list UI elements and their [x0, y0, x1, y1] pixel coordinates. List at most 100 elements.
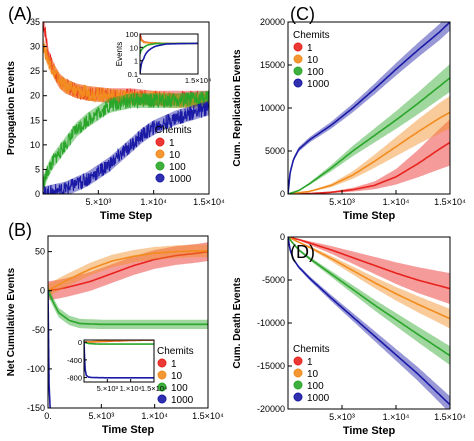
band-series-100	[43, 90, 209, 192]
legend-label-10: 10	[307, 369, 319, 380]
x-tick-label: 1.×10⁴	[383, 197, 410, 207]
legend-label-10: 10	[307, 55, 319, 66]
x-axis-title: Time Step	[343, 210, 396, 222]
x-tick-label: 1.×10⁴	[141, 411, 168, 421]
y-axis-title: Cum. Replication Events	[232, 49, 243, 167]
y-tick-label: -15000	[257, 361, 285, 371]
x-tick-label: 1.5×10⁴	[192, 411, 224, 421]
x-tick-label: 1.5×10⁴	[434, 412, 466, 422]
inset-x-tick-label: 1.×10⁴	[120, 384, 142, 393]
legend-marker-100	[157, 382, 167, 392]
legend-marker-10	[293, 368, 303, 378]
legend-label-1000: 1000	[307, 393, 330, 404]
y-tick-label: 5	[35, 164, 40, 174]
x-axis-title: Time Step	[100, 210, 153, 222]
inset-line-series-1000	[140, 42, 198, 74]
inset-y-tick-label: 0	[78, 338, 82, 347]
y-tick-label: 25	[30, 66, 40, 76]
line-series-1000	[288, 22, 450, 194]
legend-marker-1000	[157, 394, 167, 404]
plot-area	[48, 242, 208, 408]
y-tick-label: 10000	[260, 103, 285, 113]
inset-frame	[139, 33, 199, 75]
plot-area	[288, 22, 450, 194]
line-series-1000	[43, 101, 209, 194]
y-tick-label: 10	[30, 140, 40, 150]
panel-2: 0. 5.×10³ 1.×10⁴ 1.5×10⁴-150-100-50050Time …	[6, 220, 224, 436]
legend-marker-1	[293, 356, 303, 366]
inset-x-tick-label: 0.	[137, 76, 143, 85]
legend-label-1: 1	[307, 357, 313, 368]
band-series-10	[48, 244, 208, 297]
legend-label-10: 10	[169, 150, 181, 161]
legend-label-1000: 1000	[171, 395, 194, 406]
y-tick-label: -20000	[257, 404, 285, 414]
y-tick-label: 0	[35, 189, 40, 199]
legend-title: Chemits	[157, 346, 194, 357]
inset-line-series-1000	[84, 342, 154, 379]
band-series-1	[288, 119, 450, 194]
inset-y-tick-label: 1	[134, 57, 138, 66]
inset-y-tick-label: 10	[130, 43, 138, 52]
x-tick-label: 5.×10³	[85, 197, 111, 207]
panel-letter: (D)	[290, 242, 315, 262]
legend-label-1: 1	[307, 43, 313, 54]
legend-marker-1000	[293, 392, 303, 402]
legend-marker-10	[157, 370, 167, 380]
inset-y-tick-label: -800	[67, 374, 82, 383]
x-tick-label: 5.×10³	[329, 197, 355, 207]
x-axis-title: Time Step	[343, 425, 396, 437]
band-series-10	[288, 237, 450, 329]
y-axis-title: Net Cumulative Events	[6, 267, 17, 376]
band-series-1000	[288, 22, 450, 194]
inset: 5.×10³ 1.×10⁴ 1.5×10⁴ -800 -400 0	[67, 338, 167, 393]
inset-y-axis-title: Events	[115, 42, 124, 66]
panel-letter: (B)	[8, 220, 32, 240]
line-series-1	[288, 141, 450, 194]
y-tick-label: 20000	[260, 17, 285, 27]
plot-frame	[47, 235, 209, 409]
x-tick-label: 1.×10⁴	[140, 197, 167, 207]
plot-area	[288, 237, 450, 409]
inset-y-tick-label: -400	[67, 356, 82, 365]
line-series-1	[288, 237, 450, 290]
y-tick-label: 50	[35, 247, 45, 257]
legend-label-100: 100	[307, 381, 324, 392]
legend-label-100: 100	[169, 162, 186, 173]
legend-label-1000: 1000	[169, 174, 192, 185]
panel-letter: (A)	[8, 4, 32, 24]
y-tick-label: -100	[27, 364, 45, 374]
inset-frame	[83, 339, 155, 383]
y-tick-label: -50	[32, 325, 45, 335]
y-axis-title: Cum. Death Events	[232, 277, 243, 369]
y-tick-label: -10000	[257, 318, 285, 328]
legend-title: Chemits	[293, 30, 330, 41]
legend-marker-1	[293, 42, 303, 52]
y-tick-label: -150	[27, 403, 45, 413]
x-tick-label: 5.×10³	[329, 412, 355, 422]
panel-1: 5.×10³ 1.×10⁴ 1.5×10⁴ 0 5000 10000 15000 20000 T…	[232, 4, 466, 222]
x-tick-label: 1.×10⁴	[383, 412, 410, 422]
y-tick-label: 15	[30, 115, 40, 125]
legend-marker-1	[155, 137, 165, 147]
line-series-100	[288, 237, 450, 357]
legend-label-100: 100	[171, 383, 188, 394]
y-tick-label: 0	[40, 286, 45, 296]
legend-marker-1	[157, 358, 167, 368]
plot-frame	[42, 21, 210, 195]
plot-area	[43, 22, 209, 194]
inset-line-series-100	[84, 341, 154, 345]
inset-x-tick-label: 5.×10³	[97, 384, 119, 393]
y-tick-label: 0	[280, 232, 285, 242]
line-series-1000	[288, 237, 450, 406]
line-series-10	[48, 250, 208, 292]
legend-title: Chemits	[155, 125, 192, 136]
y-axis-title: Propagation Events	[6, 61, 17, 155]
x-axis-title: Time Step	[102, 424, 155, 436]
legend-label-1000: 1000	[307, 79, 330, 90]
